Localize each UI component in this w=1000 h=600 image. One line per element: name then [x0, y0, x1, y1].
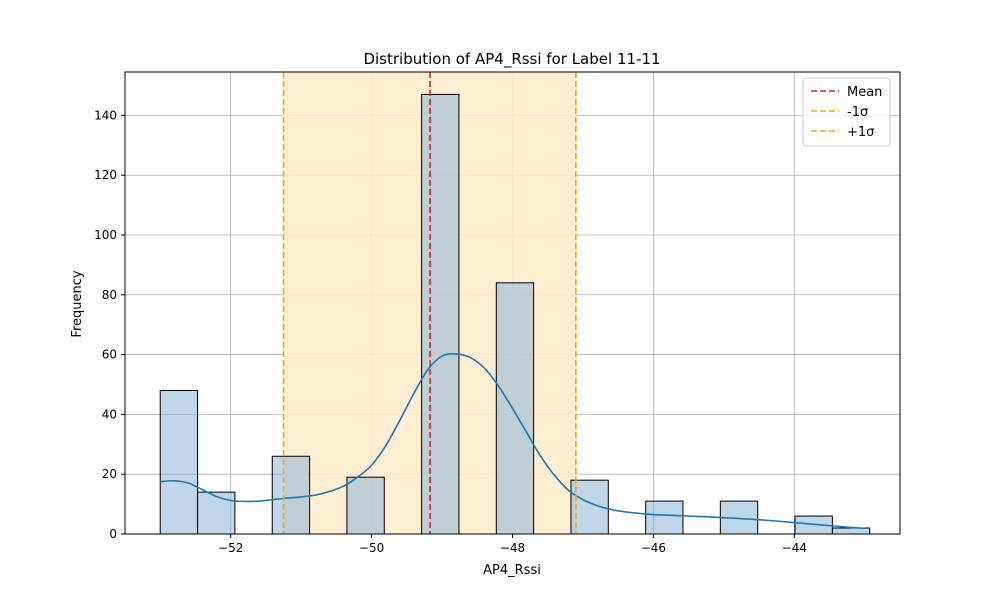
histogram-bar	[159, 389, 199, 535]
histogram-bar	[645, 500, 684, 535]
x-tick-label: −48	[500, 541, 525, 555]
histogram-bar	[421, 93, 460, 535]
chart-title: Distribution of AP4_Rssi for Label 11-11	[363, 50, 660, 69]
y-tick-label: 120	[94, 168, 117, 182]
y-tick-label: 0	[109, 527, 117, 541]
y-tick-label: 40	[102, 407, 117, 421]
y-tick-label: 100	[94, 228, 117, 242]
legend-label: Mean	[847, 85, 882, 100]
kde-curve	[160, 353, 865, 530]
y-tick-label: 80	[102, 288, 117, 302]
x-tick-label: −44	[782, 541, 807, 555]
x-tick-label: −46	[641, 541, 666, 555]
y-axis-label: Frequency	[70, 270, 85, 337]
x-tick-label: −50	[359, 541, 384, 555]
y-tick-label: 20	[102, 467, 117, 481]
x-tick-label: −52	[218, 541, 243, 555]
y-tick-label: 60	[102, 348, 117, 362]
histogram-bar	[346, 476, 385, 535]
legend-label: +1σ	[847, 125, 874, 140]
legend: Mean -1σ +1σ	[802, 77, 891, 147]
legend-label: -1σ	[847, 105, 868, 120]
histogram-bar	[495, 282, 535, 535]
plot-area: −52 −50 −48 −46 −44 0 20 40 60 80 100 120 140 Mean -1σ…	[94, 71, 901, 555]
x-axis-label: AP4_Rssi	[483, 563, 541, 578]
legend-box	[802, 77, 891, 147]
histogram-bar	[197, 491, 236, 535]
histogram-bar	[271, 455, 311, 535]
y-tick-label: 140	[94, 108, 117, 122]
